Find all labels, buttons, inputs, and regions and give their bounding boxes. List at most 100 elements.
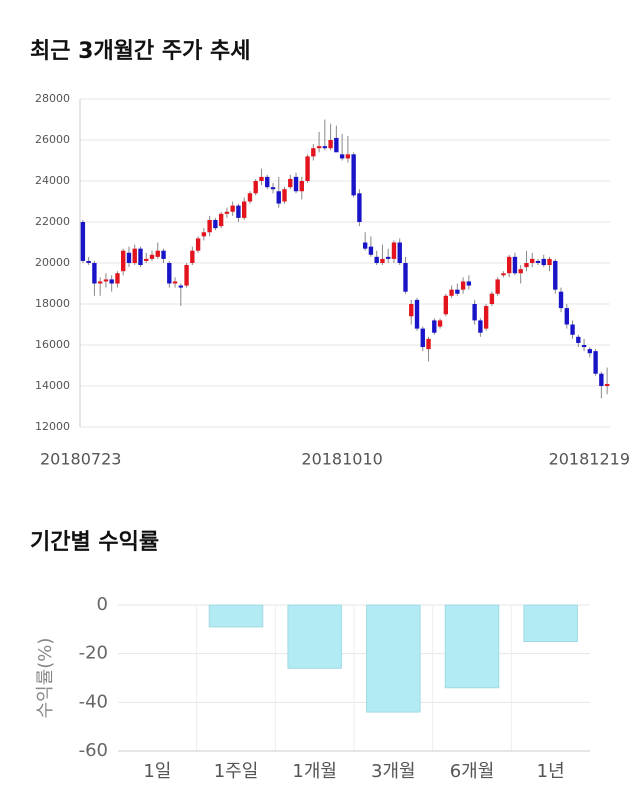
y-tick-label: 14000 <box>35 379 70 392</box>
candle-body <box>339 154 345 159</box>
bar <box>287 604 342 669</box>
candle-body <box>207 219 212 233</box>
candle-body <box>581 345 587 348</box>
candle-body <box>443 295 449 315</box>
candle-body <box>455 289 460 294</box>
candle-body <box>97 281 103 284</box>
candle-body <box>241 201 247 218</box>
bar <box>444 604 500 689</box>
y-tick-label: 24000 <box>35 174 70 187</box>
candle-body <box>386 256 391 259</box>
candle-body <box>144 258 149 261</box>
candle-body <box>518 269 523 274</box>
candle-body <box>316 146 322 149</box>
chart-title: 최근 3개월간 주가 추세 <box>30 39 250 64</box>
bar <box>523 604 578 642</box>
candle-body <box>282 189 287 202</box>
y-tick-label: 28000 <box>35 92 70 105</box>
candle-body <box>161 250 166 259</box>
candle-body <box>432 320 437 333</box>
y-tick-label: 18000 <box>35 297 70 310</box>
y-axis-label: 수익률(%) <box>35 638 56 719</box>
x-tick-label: 6개월 <box>450 761 495 782</box>
x-tick-label: 1주일 <box>214 761 259 782</box>
candle-body <box>115 273 120 284</box>
y-tick-label: 0 <box>97 594 108 615</box>
candle-body <box>247 193 253 202</box>
x-tick-label: 20181219 <box>549 450 630 469</box>
candle-body <box>437 320 443 327</box>
candle-body <box>460 281 466 290</box>
candle-body <box>213 219 218 229</box>
candle-body <box>472 304 477 321</box>
candle-body <box>535 260 541 263</box>
candle-body <box>190 250 195 263</box>
candle-body <box>103 279 109 282</box>
candle-body <box>126 252 132 263</box>
x-tick-label: 1일 <box>143 761 171 782</box>
candle-body <box>236 205 241 218</box>
candle-body <box>305 156 310 181</box>
candle-body <box>489 293 495 304</box>
candle-body <box>547 258 552 266</box>
candle-body <box>512 256 518 274</box>
candle-body <box>357 193 362 222</box>
candle-body <box>501 273 506 276</box>
candle-body <box>265 176 270 188</box>
candle-body <box>587 349 593 354</box>
candle-body <box>276 191 281 204</box>
candle-body <box>541 258 546 266</box>
candle-body <box>253 181 258 194</box>
candle-body <box>178 285 184 288</box>
candle-body <box>553 260 558 290</box>
candle-body <box>414 299 420 329</box>
candle-body <box>449 289 454 296</box>
candle-body <box>593 351 598 374</box>
candle-body <box>362 242 368 249</box>
candle-body <box>478 320 483 333</box>
candle-body <box>311 148 316 157</box>
x-tick-label: 3개월 <box>371 761 416 782</box>
candle-body <box>558 291 564 309</box>
candle-body <box>259 176 264 181</box>
y-tick-label: -60 <box>79 740 108 761</box>
candle-body <box>138 248 143 266</box>
candle-body <box>604 383 610 386</box>
candle-body <box>495 279 500 294</box>
candle-body <box>195 238 201 251</box>
candle-body <box>334 137 339 153</box>
candle-body <box>155 250 160 257</box>
x-tick-label: 20181010 <box>301 450 382 469</box>
candle-body <box>172 281 178 284</box>
candle-body <box>483 306 489 329</box>
candle-body <box>345 154 351 159</box>
x-tick-label: 1개월 <box>292 761 337 782</box>
candle-body <box>351 154 356 196</box>
candle-body <box>293 176 299 192</box>
candle-body <box>322 146 328 149</box>
candle-body <box>564 308 569 325</box>
candle-body <box>230 205 235 212</box>
x-tick-label: 1년 <box>537 761 565 782</box>
candle-body <box>524 263 529 268</box>
y-tick-label: -40 <box>79 691 108 712</box>
candle-body <box>426 338 431 350</box>
candle-body <box>149 254 155 259</box>
candle-body <box>121 250 126 272</box>
candle-body <box>328 140 333 149</box>
candle-body <box>374 256 379 263</box>
candle-body <box>109 279 114 284</box>
candle-body <box>599 373 604 386</box>
candle-body <box>409 304 414 317</box>
candle-body <box>288 178 293 188</box>
candle-body <box>368 246 374 255</box>
candle-body <box>420 328 425 348</box>
candle-body <box>132 248 137 263</box>
y-tick-label: 12000 <box>35 420 70 433</box>
candle-body <box>391 242 397 259</box>
candle-body <box>201 232 207 237</box>
y-tick-label: 16000 <box>35 338 70 351</box>
candle-body <box>299 181 304 192</box>
candle-body <box>80 222 86 261</box>
